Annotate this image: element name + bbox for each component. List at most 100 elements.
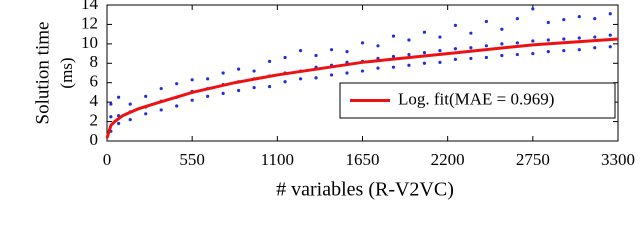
point	[515, 17, 519, 21]
point	[391, 65, 396, 69]
point	[469, 56, 473, 61]
point	[144, 112, 148, 116]
y-tick-label: 10	[81, 33, 98, 52]
point	[453, 23, 458, 27]
fit-line	[105, 37, 619, 139]
point	[206, 77, 210, 81]
point	[237, 67, 241, 71]
point	[391, 54, 396, 59]
point	[376, 66, 380, 70]
point	[500, 27, 504, 31]
y-axis-label: (ms)	[57, 57, 76, 88]
chart: # variables (R-V2VC) Solution time (ms) …	[32, 0, 635, 201]
point	[314, 76, 318, 80]
point	[562, 17, 566, 22]
point	[221, 71, 225, 75]
y-tick-label: 2	[90, 110, 99, 129]
point	[484, 55, 488, 60]
point	[515, 52, 519, 57]
x-tick-label: 1100	[261, 150, 294, 169]
point	[608, 45, 612, 49]
point	[531, 7, 535, 11]
y-tick-label: 6	[90, 72, 99, 91]
point	[345, 71, 349, 75]
legend-label: Log. fit(MAE = 0.969)	[398, 89, 554, 108]
point	[531, 39, 535, 43]
point	[252, 69, 256, 73]
point	[283, 55, 287, 60]
point	[546, 50, 550, 54]
point	[608, 33, 612, 37]
point	[484, 19, 488, 24]
point	[221, 91, 225, 95]
y-tick-label: 12	[81, 13, 98, 32]
point	[438, 60, 442, 64]
point	[190, 78, 194, 82]
point	[407, 63, 411, 67]
point	[298, 49, 303, 53]
point	[206, 94, 210, 98]
x-tick-label: 0	[103, 150, 112, 169]
point	[500, 42, 504, 46]
point	[128, 118, 132, 122]
point	[117, 95, 121, 99]
point	[593, 17, 597, 21]
x-tick-label: 550	[179, 150, 205, 169]
point	[577, 48, 581, 52]
point	[500, 53, 504, 58]
point	[562, 49, 566, 53]
point	[190, 98, 194, 102]
point	[144, 94, 148, 98]
point	[407, 52, 411, 57]
point	[314, 53, 318, 58]
point	[329, 73, 334, 77]
point	[531, 51, 535, 56]
x-tick-label: 2200	[431, 150, 465, 169]
point	[577, 15, 581, 19]
point	[515, 41, 519, 45]
y-tick-label: 14	[81, 0, 99, 13]
point	[546, 38, 550, 42]
y-axis-label: Solution time	[32, 22, 53, 125]
x-tick-label: 2750	[516, 150, 550, 169]
point	[376, 44, 380, 48]
point	[407, 38, 411, 42]
point	[562, 37, 566, 41]
point	[117, 121, 121, 126]
point	[175, 104, 179, 108]
point	[159, 108, 163, 112]
y-tick-label: 8	[90, 52, 99, 71]
point	[345, 50, 349, 54]
point	[237, 88, 241, 93]
point	[546, 20, 550, 25]
y-tick-label: 4	[90, 91, 99, 110]
point	[453, 47, 458, 51]
x-axis-label: # variables (R-V2VC)	[276, 179, 454, 201]
x-tick-label: 3300	[601, 150, 635, 169]
point	[267, 59, 272, 63]
point	[593, 46, 597, 50]
point	[484, 44, 488, 48]
x-tick-label: 1650	[346, 150, 380, 169]
point	[175, 82, 179, 86]
point	[453, 57, 458, 62]
point	[159, 86, 163, 91]
point	[593, 35, 597, 39]
point	[128, 102, 132, 106]
point	[438, 49, 442, 53]
point	[422, 61, 427, 65]
page: # variables (R-V2VC) Solution time (ms) …	[32, 0, 635, 201]
point	[469, 31, 473, 35]
y-tick-label: 0	[90, 130, 99, 149]
point	[360, 69, 365, 73]
point	[608, 12, 612, 16]
point	[577, 36, 581, 40]
point	[422, 30, 427, 34]
point	[298, 77, 303, 81]
point	[109, 115, 113, 119]
point	[391, 34, 396, 38]
point	[469, 46, 473, 50]
point	[329, 48, 334, 52]
point	[109, 102, 113, 106]
point	[438, 35, 442, 39]
